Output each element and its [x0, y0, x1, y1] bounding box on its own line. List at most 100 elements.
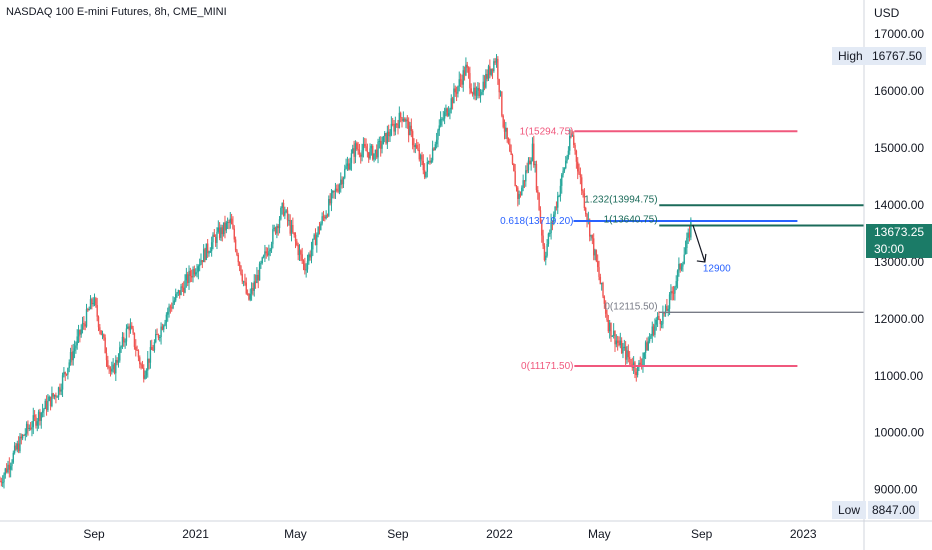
- bar-countdown: 30:00: [874, 242, 905, 256]
- candle-body: [7, 464, 9, 473]
- candle-body: [602, 282, 604, 297]
- y-tick-label: 17000.00: [874, 27, 924, 41]
- candle-body: [425, 171, 427, 178]
- candle-body: [128, 326, 130, 331]
- candle-body: [139, 357, 141, 365]
- candle-body: [83, 323, 85, 325]
- candle-body: [578, 171, 580, 174]
- candle-body: [222, 222, 225, 235]
- candle-body: [591, 234, 594, 239]
- candle-body: [419, 155, 422, 160]
- candle-body: [670, 291, 672, 295]
- candle-body: [237, 254, 239, 263]
- candle-body: [561, 174, 563, 186]
- candle-body: [600, 282, 603, 285]
- candle-body: [498, 79, 500, 93]
- candle-body: [590, 234, 592, 237]
- candle-body: [634, 362, 636, 372]
- y-tick-label: 14000.00: [874, 198, 924, 212]
- candle-body: [137, 350, 140, 358]
- candle-body: [372, 145, 374, 160]
- candle-body: [350, 153, 353, 164]
- candle-body: [592, 238, 595, 256]
- candle-body: [429, 161, 431, 163]
- candle-body: [72, 351, 74, 361]
- y-tick-label: 15000.00: [874, 141, 924, 155]
- candle-body: [111, 369, 113, 372]
- candle-body: [264, 251, 266, 256]
- candle-body: [172, 303, 174, 309]
- candle-body: [141, 364, 144, 369]
- candle-body: [252, 287, 254, 291]
- candle-body: [463, 70, 466, 76]
- candle-body: [297, 245, 299, 256]
- candle-body: [190, 276, 193, 278]
- candle-body: [447, 113, 450, 116]
- candle-body: [44, 400, 46, 409]
- candle-body: [680, 266, 683, 270]
- candle-body: [666, 306, 668, 311]
- candle-body: [85, 309, 88, 327]
- candle-body: [250, 287, 253, 294]
- candle-body: [184, 280, 186, 293]
- candle-body: [302, 260, 305, 264]
- candle-body: [168, 306, 170, 312]
- candle-body: [167, 311, 169, 315]
- candle-body: [153, 342, 156, 351]
- candle-body: [364, 143, 366, 147]
- candle-body: [127, 326, 129, 329]
- candle-body: [17, 443, 20, 452]
- candle-body: [165, 314, 168, 323]
- candle-body: [642, 358, 644, 366]
- candle-body: [206, 243, 209, 254]
- currency-label[interactable]: USD: [874, 6, 900, 20]
- candle-body: [117, 360, 120, 363]
- candle-body: [120, 346, 122, 348]
- y-tick-label: 11000.00: [874, 369, 923, 383]
- candle-body: [242, 281, 245, 283]
- candle-body: [354, 143, 357, 157]
- candle-body: [499, 91, 502, 93]
- candle-body: [529, 160, 531, 165]
- candle-body: [16, 443, 19, 450]
- candle-body: [173, 300, 176, 304]
- candle-body: [596, 261, 599, 268]
- candle-body: [270, 244, 273, 250]
- candle-body: [296, 241, 298, 246]
- candle-body: [273, 227, 275, 230]
- candle-body: [414, 145, 417, 147]
- candle-body: [581, 177, 583, 191]
- candle-body: [133, 332, 136, 347]
- candle-body: [87, 309, 89, 311]
- candle-body: [626, 350, 628, 360]
- candle-body: [241, 274, 243, 282]
- candle-body: [35, 416, 37, 426]
- candle-body: [599, 276, 602, 285]
- candle-body: [226, 222, 229, 224]
- candle-body: [489, 66, 491, 75]
- candle-body: [619, 340, 622, 346]
- fib-level-label: 0(12115.50): [604, 301, 657, 312]
- candle-body: [76, 336, 78, 346]
- candle-body: [45, 400, 48, 411]
- candle-body: [79, 329, 81, 335]
- candle-body: [316, 234, 318, 246]
- candle-body: [258, 263, 261, 281]
- candle-body: [186, 274, 189, 284]
- candle-body: [569, 135, 571, 151]
- symbol-title[interactable]: NASDAQ 100 E-mini Futures, 8h, CME_MINI: [6, 6, 227, 18]
- candle-body: [121, 336, 124, 347]
- candle-body: [248, 293, 250, 300]
- candle-body: [119, 347, 121, 361]
- candle-body: [686, 237, 688, 249]
- candle-body: [659, 319, 661, 325]
- candle-body: [20, 436, 22, 439]
- candle-body: [293, 232, 295, 235]
- candle-body: [517, 187, 519, 199]
- candle-body: [305, 269, 307, 271]
- candle-body: [300, 250, 302, 255]
- candle-body: [28, 427, 30, 429]
- candle-body: [32, 415, 34, 428]
- candle-body: [545, 255, 547, 260]
